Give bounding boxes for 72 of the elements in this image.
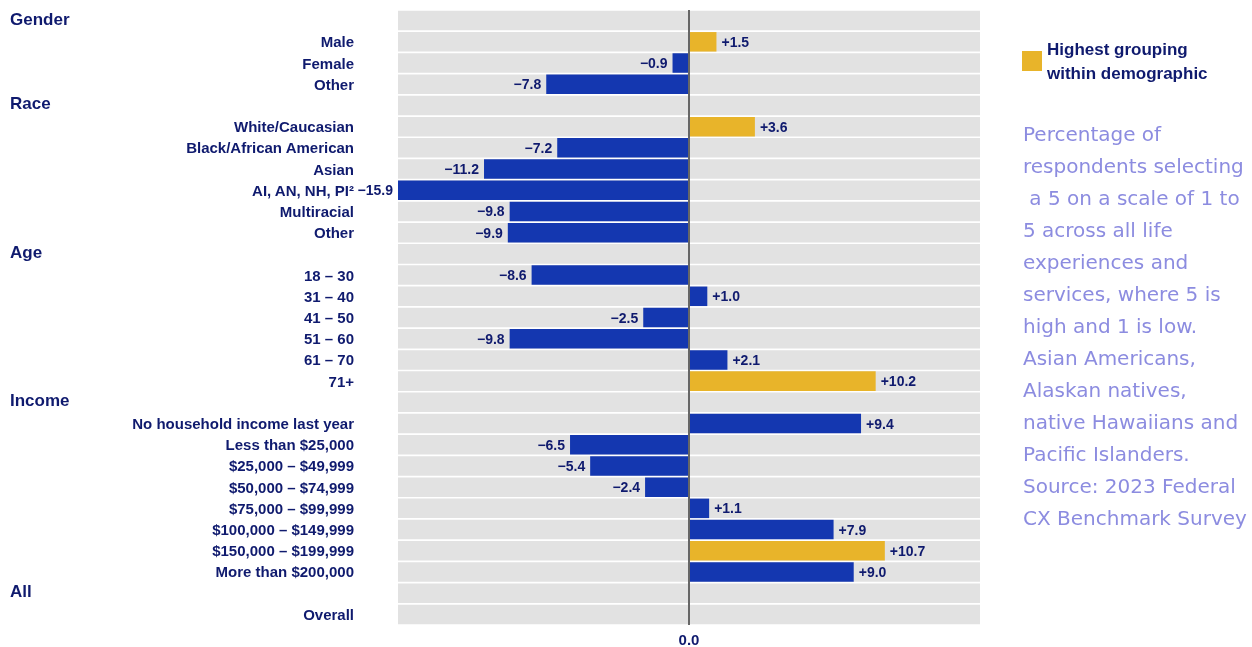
y-tick-label: Female [302,54,354,72]
data-label: +1.5 [721,33,750,50]
data-label: +1.1 [714,500,742,517]
y-tick-label: Black/African American [186,139,354,157]
data-label: −7.8 [513,76,542,93]
y-tick-label: Male [320,33,354,51]
text: Race [10,94,51,114]
data-label: −9.8 [477,203,505,220]
text: Income [10,391,70,411]
annotation: 0.0 [678,631,700,647]
bar [689,562,854,582]
bar [689,371,876,391]
data-label: +9.4 [866,415,894,432]
y-tick-label: 18 – 30 [303,266,354,284]
y-tick-label: Multiracial [279,202,354,220]
data-label: −2.5 [610,309,639,326]
data-label: −15.9 [357,182,394,199]
bar [689,413,862,434]
y-tick-label: 71+ [328,372,355,390]
data-label: −8.6 [498,267,527,284]
text: Asian Americans, Alaskan natives, native Hawaiians and Pacific Islanders. [1023,346,1245,466]
bar [531,265,689,285]
data-label: −11.2 [444,161,480,178]
bar [507,222,689,243]
y-tick-label: 61 – 70 [303,351,354,369]
bar [570,434,689,455]
data-label: +7.9 [838,521,867,538]
data-label: +1.0 [712,288,741,305]
data-label: −2.4 [612,479,641,496]
y-tick-label: Less than $25,000 [225,436,354,454]
text: All [10,582,32,602]
y-tick-label: Other [313,75,355,93]
data-label: +9.0 [858,563,887,580]
data-label: −5.4 [557,457,586,474]
y-tick-label: Overall [303,605,354,623]
data-label: +3.6 [759,118,788,135]
data-label: −6.5 [537,436,566,453]
data-label: −7.2 [524,139,553,156]
bar [689,286,708,307]
data-label: +10.7 [889,542,926,559]
bar [689,498,710,519]
text: Gender [10,9,70,29]
y-tick-label: No household income last year [132,415,355,433]
text: Percentage of respondents selecting a 5 on a scale of 1 to 5 across all life experiences and services, where 5 is high and 1 is low. [1023,122,1246,338]
y-tick-label: 31 – 40 [303,287,354,305]
y-tick-label: $50,000 – $74,999 [228,478,354,496]
data-label: −9.9 [475,224,504,241]
bar [509,328,689,349]
text: Age [10,242,43,262]
y-tick-label: AI, AN, NH, PI² [252,181,354,199]
bar [643,307,689,328]
y-tick-label: Asian [313,160,354,178]
data-label: +10.2 [880,373,917,390]
y-tick-label: $25,000 – $49,999 [228,457,354,475]
data-label: +2.1 [732,351,761,368]
source-note: Source: 2023 Federal CX Benchmark Survey [1023,474,1248,530]
bar [689,519,834,540]
y-tick-label: $150,000 – $199,999 [212,542,354,560]
y-tick-label: 41 – 50 [303,309,354,326]
bar [689,350,728,370]
y-tick-label: White/Caucasian [233,118,354,136]
bar [689,32,717,52]
y-tick-label: More than $200,000 [215,563,354,581]
y-tick-label: Other [313,224,355,242]
y-tick-label: $75,000 – $99,999 [228,499,354,517]
bar [689,116,755,137]
y-tick-label: $100,000 – $149,999 [212,521,354,539]
legend-label: Highest grouping within demographic [1046,39,1208,83]
data-label: −0.9 [639,55,668,72]
data-label: −9.8 [477,330,505,347]
y-tick-label: 51 – 60 [303,330,354,348]
bar [509,201,689,222]
